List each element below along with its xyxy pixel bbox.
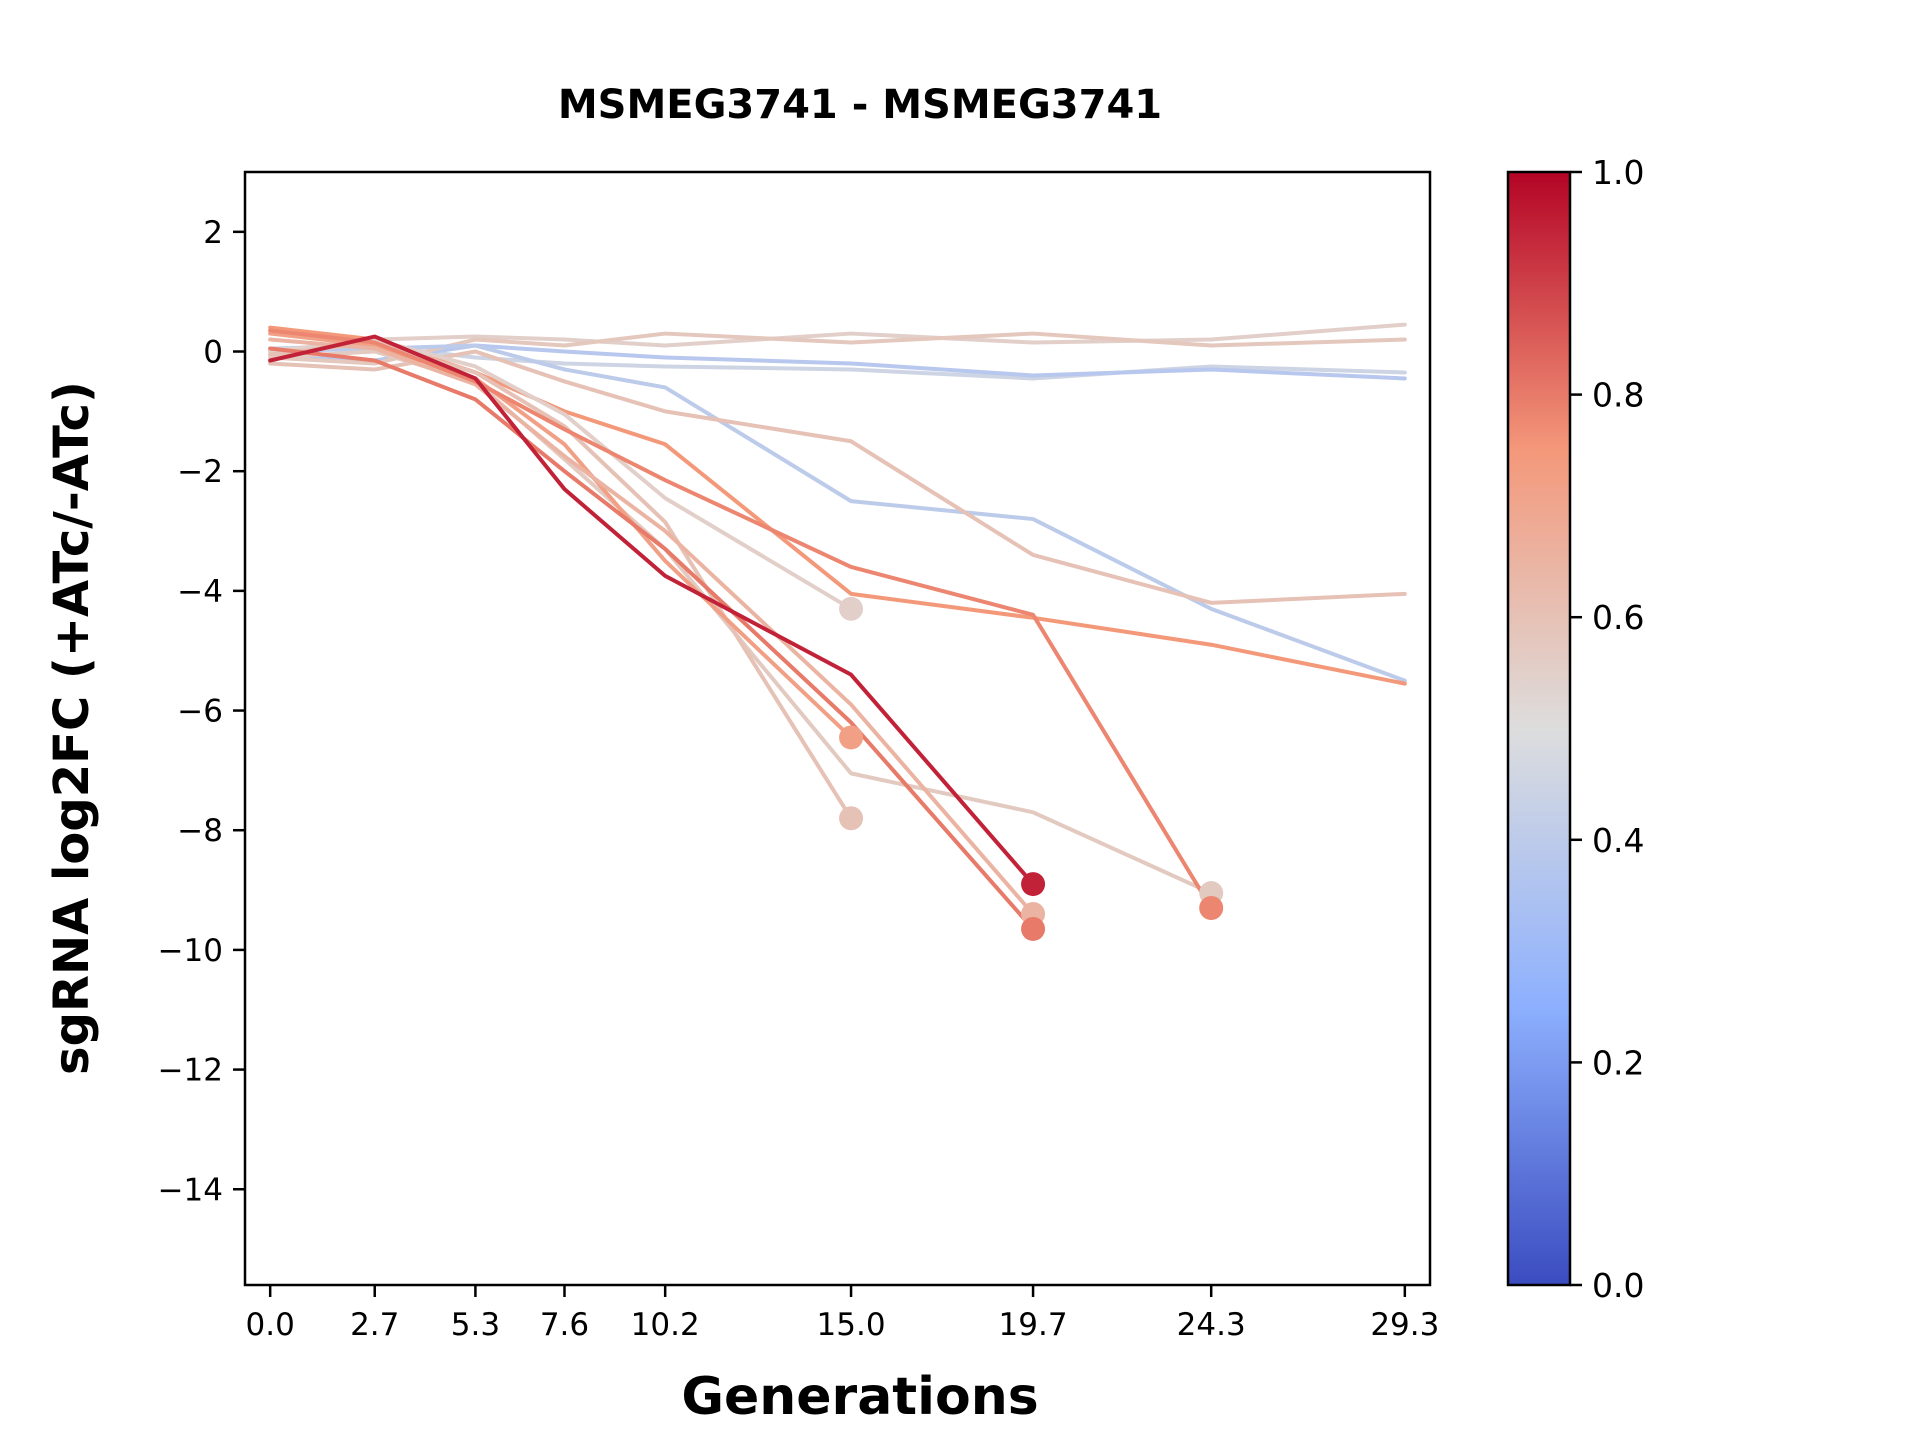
colorbar-tick-label: 0.6: [1592, 598, 1644, 637]
series-end-marker-14: [1199, 896, 1224, 921]
colorbar-tick-label: 0.8: [1592, 376, 1644, 415]
x-tick-label: 29.3: [1370, 1307, 1439, 1343]
series-end-marker-9: [839, 596, 864, 621]
colorbar-tick-label: 0.4: [1592, 821, 1644, 860]
series-end-marker-15: [1021, 872, 1046, 897]
x-tick-label: 24.3: [1177, 1307, 1246, 1343]
series-line-6: [268, 349, 1407, 605]
series-line-13: [268, 346, 1036, 931]
axes-spines: [243, 170, 1432, 1287]
y-tick-label: −12: [158, 1053, 223, 1089]
x-tick-label: 7.6: [540, 1307, 589, 1343]
x-axis-label: Generations: [681, 1367, 1038, 1427]
series-line-5: [268, 343, 1407, 683]
series-line-14: [268, 328, 1214, 911]
y-tick-label: −6: [177, 694, 223, 730]
series-line-12: [268, 337, 1036, 916]
y-tick-label: −10: [158, 933, 223, 969]
series-end-marker-11: [839, 725, 864, 750]
series-line-15: [268, 334, 1036, 887]
y-tick-label: −8: [177, 813, 223, 849]
x-tick-label: 15.0: [817, 1307, 886, 1343]
y-tick-label: −4: [177, 574, 223, 610]
series-end-marker-10: [839, 806, 864, 831]
colorbar-tick-label: 0.2: [1592, 1043, 1644, 1082]
y-tick-label: −2: [177, 454, 223, 490]
colorbar-tick-label: 0.0: [1592, 1266, 1644, 1305]
series-line-7: [268, 325, 1407, 686]
x-tick-label: 0.0: [246, 1307, 295, 1343]
x-tick-label: 19.7: [999, 1307, 1068, 1343]
x-tick-label: 5.3: [451, 1307, 500, 1343]
x-tick-label: 10.2: [631, 1307, 700, 1343]
colorbar: [1508, 172, 1570, 1285]
plot-area: 0.0 2.7 5.3 7.6 10.2 15.0 19.7 24.3 29.3 2 0 −2 −4 −6…: [158, 153, 1645, 1343]
y-axis-label: sgRNA log2FC (+ATc/-ATc): [44, 381, 100, 1075]
y-tick-label: 0: [203, 335, 223, 371]
chart-title: MSMEG3741 - MSMEG3741: [558, 82, 1162, 128]
y-tick-label: −14: [158, 1172, 223, 1208]
colorbar-tick-label: 1.0: [1592, 153, 1644, 192]
colorbar-border: [1506, 170, 1572, 1287]
y-tick-label: 2: [203, 215, 223, 251]
x-tick-label: 2.7: [350, 1307, 399, 1343]
series-end-marker-13: [1021, 916, 1046, 941]
